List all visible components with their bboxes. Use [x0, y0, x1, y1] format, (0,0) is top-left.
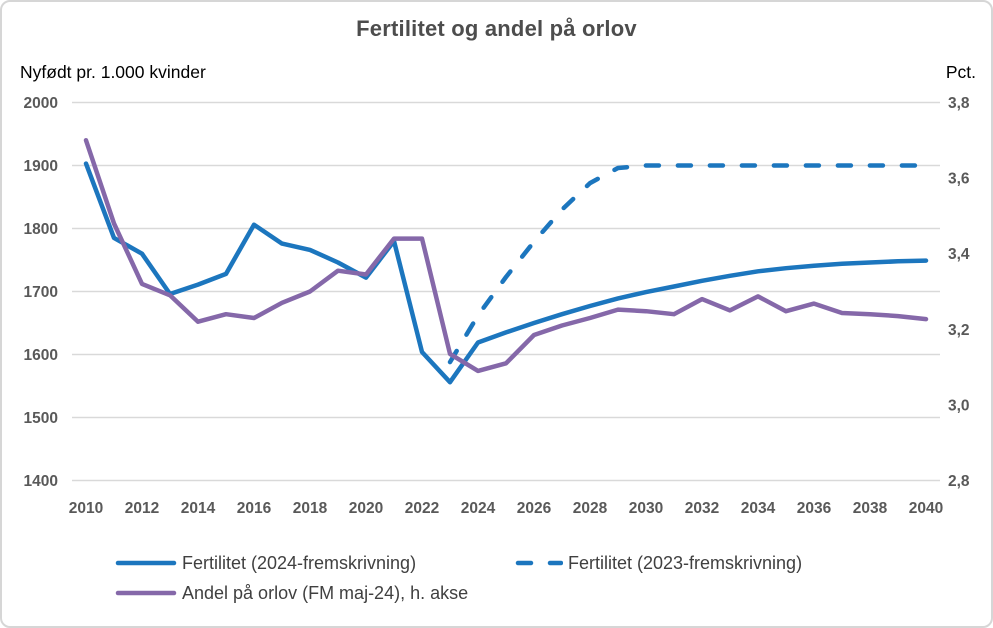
series-line-dashed: [447, 163, 929, 365]
left-axis-title: Nyfødt pr. 1.000 kvinder: [20, 62, 206, 82]
x-axis-tick-label: 2022: [405, 500, 439, 517]
dashed-blue-line-swatch: [515, 560, 563, 566]
x-axis-tick-label: 2028: [573, 500, 608, 517]
x-axis-tick-label: 2036: [797, 500, 832, 517]
x-axis-tick-label: 2032: [685, 500, 719, 517]
solid-blue-line-swatch: [115, 560, 177, 566]
chart-title: Fertilitet og andel på orlov: [356, 16, 637, 41]
x-axis-tick-label: 2016: [237, 500, 272, 517]
legend-entry-fertilitet-2024: Fertilitet (2024-fremskrivning): [115, 551, 416, 575]
x-axis-tick-label: 2010: [69, 500, 103, 517]
y-axis-tick-label-left: 2000: [24, 95, 58, 112]
y-axis-tick-label-right: 3,4: [948, 246, 970, 263]
legend-label: Fertilitet (2024-fremskrivning): [182, 552, 417, 573]
x-axis-tick-label: 2018: [293, 500, 328, 517]
y-axis-tick-label-left: 1700: [24, 284, 58, 301]
y-axis-tick-label-left: 1900: [24, 158, 58, 175]
legend-entry-andel-paa-orlov: Andel på orlov (FM maj-24), h. akse: [115, 581, 468, 605]
legend-label: Fertilitet (2023-fremskrivning): [568, 552, 803, 573]
x-axis-tick-label: 2024: [461, 500, 496, 517]
right-axis-title: Pct.: [945, 62, 976, 82]
x-axis-tick-label: 2038: [853, 500, 888, 517]
x-axis-tick-label: 2030: [629, 500, 663, 517]
x-axis-tick-label: 2012: [125, 500, 159, 517]
y-axis-tick-label-left: 1500: [24, 410, 58, 427]
y-axis-tick-label-left: 1600: [24, 347, 58, 364]
legend-label: Andel på orlov (FM maj-24), h. akse: [182, 582, 469, 603]
y-axis-tick-label-right: 3,2: [948, 322, 970, 339]
y-axis-tick-label-left: 1400: [24, 473, 58, 490]
series-line-solid: [83, 138, 929, 374]
y-axis-tick-label-left: 1800: [24, 221, 58, 238]
legend-entry-fertilitet-2023: Fertilitet (2023-fremskrivning): [515, 551, 802, 575]
y-axis-tick-label-right: 3,8: [948, 95, 970, 112]
series-line-solid: [83, 161, 929, 385]
x-axis-tick-label: 2040: [909, 500, 943, 517]
x-axis-tick-label: 2034: [741, 500, 776, 517]
x-axis-tick-label: 2014: [181, 500, 216, 517]
solid-purple-line-swatch: [115, 590, 177, 596]
x-axis-tick-label: 2020: [349, 500, 383, 517]
y-axis-tick-label-right: 3,0: [948, 397, 970, 414]
y-axis-tick-label-right: 2,8: [948, 473, 970, 490]
x-axis-tick-label: 2026: [517, 500, 552, 517]
y-axis-tick-label-right: 3,6: [948, 171, 970, 188]
